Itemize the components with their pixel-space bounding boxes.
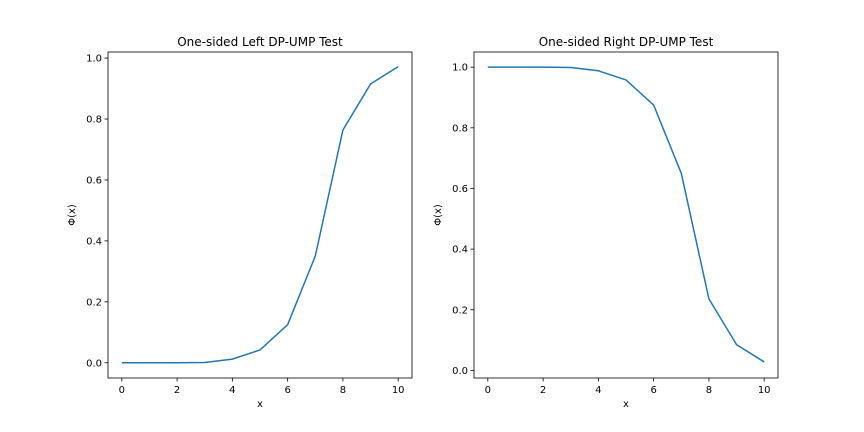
x-tick-label: 10 (392, 385, 405, 396)
x-tick-label: 2 (540, 385, 546, 396)
plot-frame (473, 51, 779, 379)
y-axis-label: Φ(x) (67, 204, 78, 226)
y-tick-label: 1.0 (452, 63, 468, 74)
x-axis-label: x (623, 399, 629, 410)
y-tick-label: 0.2 (452, 305, 468, 316)
y-tick-label: 0.8 (452, 123, 468, 134)
y-tick-label: 0.8 (86, 115, 102, 126)
x-tick-label: 2 (174, 385, 180, 396)
y-tick-label: 0.2 (86, 297, 102, 308)
series-line (487, 66, 765, 363)
x-tick-label: 4 (595, 385, 601, 396)
y-tick-label: 0.0 (86, 358, 102, 369)
y-tick-label: 0.6 (86, 175, 102, 186)
x-tick-label: 6 (284, 385, 290, 396)
x-tick-label: 6 (650, 385, 656, 396)
y-tick-label: 0.6 (452, 184, 468, 195)
x-tick-label: 4 (229, 385, 235, 396)
left-chart: 0 2 4 6 8 10 0.0 0.2 0.4 0.6 0.8 1.0 One-sided Left … (67, 35, 413, 410)
x-tick-label: 10 (758, 385, 771, 396)
plot-frame (107, 51, 413, 379)
y-tick-label: 0.4 (452, 245, 468, 256)
x-axis-label: x (257, 399, 263, 410)
y-tick-label: 0.0 (452, 366, 468, 377)
y-axis-label: Φ(x) (433, 204, 444, 226)
right-chart: 0 2 4 6 8 10 0.0 0.2 0.4 0.6 0.8 1.0 One-sided Right… (433, 35, 779, 410)
y-tick-label: 1.0 (86, 54, 102, 65)
x-tick-label: 0 (485, 385, 491, 396)
x-tick-label: 8 (706, 385, 712, 396)
x-tick-label: 0 (119, 385, 125, 396)
series-line (121, 65, 399, 364)
chart-title: One-sided Left DP-UMP Test (177, 35, 343, 49)
y-tick-label: 0.4 (86, 236, 102, 247)
x-tick-label: 8 (340, 385, 346, 396)
chart-title: One-sided Right DP-UMP Test (539, 35, 714, 49)
